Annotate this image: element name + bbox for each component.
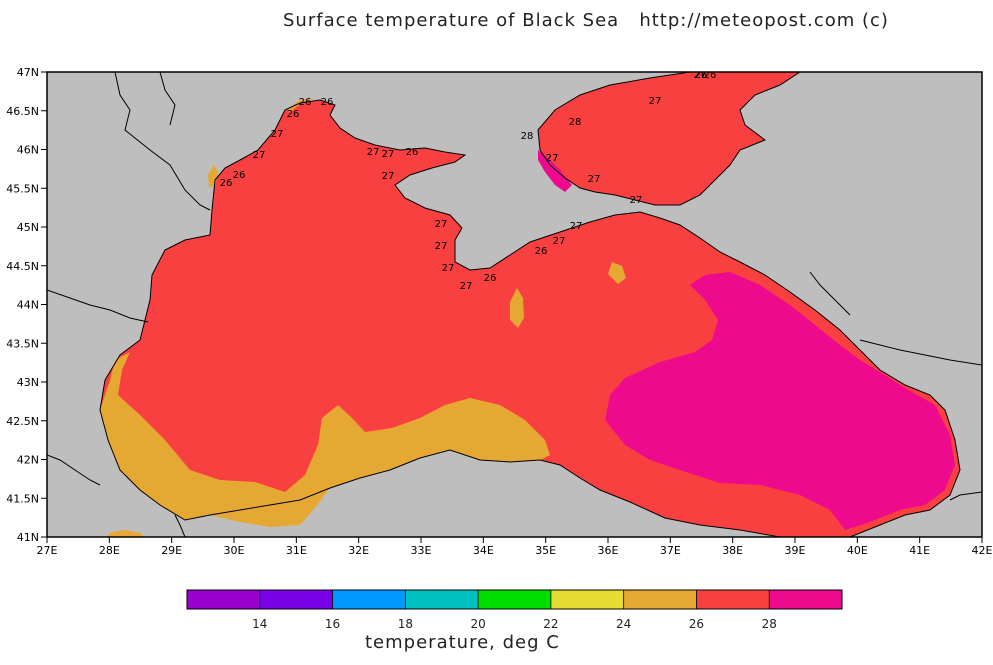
legend-tick-label: 20 — [470, 617, 485, 631]
legend-tick-label: 14 — [252, 617, 267, 631]
contour-label: 26 — [220, 178, 233, 189]
contour-label: 26 — [484, 273, 497, 284]
land-border — [47, 454, 101, 486]
contour-label: 26 — [704, 70, 717, 81]
lon-tick-label: 31E — [286, 544, 307, 557]
lat-tick-label: 43.5N — [6, 337, 39, 350]
legend-tick-label: 24 — [616, 617, 631, 631]
lon-tick-label: 34E — [473, 544, 494, 557]
lat-tick-label: 41N — [17, 531, 39, 544]
contour-label: 26 — [695, 70, 708, 81]
contour-label: 27 — [570, 221, 583, 232]
contour-label: 26 — [287, 109, 300, 120]
map-title: Surface temperature of Black Sea http://… — [283, 10, 889, 31]
blob-24-26-center — [510, 288, 524, 328]
contour-label: 26 — [321, 97, 334, 108]
sea-coastline-south — [99, 179, 781, 537]
land-border — [949, 491, 982, 501]
sea-28-plus-east — [605, 272, 955, 530]
land-border — [159, 72, 176, 126]
legend-swatch — [550, 590, 624, 609]
legend-tick-label: 28 — [762, 617, 777, 631]
coast-24-26-west — [208, 165, 218, 188]
contour-label: 27 — [460, 281, 473, 292]
contour-label: 27 — [588, 174, 601, 185]
contour-label: 27 — [553, 236, 566, 247]
azov-26-28-region — [538, 72, 800, 205]
lon-tick-label: 42E — [972, 544, 993, 557]
lon-tick-label: 38E — [722, 544, 743, 557]
lat-tick-label: 45.5N — [6, 182, 39, 195]
lat-tick-label: 45N — [17, 221, 39, 234]
lat-tick-label: 43N — [17, 376, 39, 389]
lat-tick-label: 47N — [17, 66, 39, 79]
contour-label: 27 — [649, 96, 662, 107]
lon-tick-label: 41E — [909, 544, 930, 557]
legend-tick-label: 26 — [689, 617, 704, 631]
lon-tick-label: 30E — [224, 544, 245, 557]
coast-24-26-northwest — [285, 98, 315, 112]
contour-label: 28 — [569, 117, 582, 128]
contour-label: 27 — [253, 150, 266, 161]
blob-24-26-east — [608, 262, 626, 284]
blob-24-26-bosphorus — [105, 530, 145, 537]
contour-label: 26 — [299, 97, 312, 108]
legend-title: temperature, deg C — [365, 632, 560, 653]
lon-tick-label: 36E — [598, 544, 619, 557]
azov-coastline — [537, 72, 801, 206]
legend-swatch — [405, 590, 479, 609]
lon-tick-label: 28E — [99, 544, 120, 557]
lat-tick-label: 46N — [17, 144, 39, 157]
lon-tick-label: 40E — [847, 544, 868, 557]
lon-tick-label: 39E — [785, 544, 806, 557]
legend-swatch — [187, 590, 260, 609]
contour-label: 27 — [271, 129, 284, 140]
land-border — [809, 271, 851, 316]
legend-swatch — [332, 590, 406, 609]
contour-label: 27 — [382, 171, 395, 182]
lon-tick-label: 35E — [535, 544, 556, 557]
sea-coastline — [214, 99, 961, 537]
land-border — [114, 72, 211, 211]
contour-label: 27 — [435, 241, 448, 252]
lat-tick-label: 46.5N — [6, 105, 39, 118]
legend-frame — [186, 589, 843, 610]
lat-tick-label: 44N — [17, 299, 39, 312]
contour-label: 27 — [435, 219, 448, 230]
contour-label: 27 — [694, 70, 707, 81]
legend-swatch — [696, 590, 770, 609]
contour-label: 26 — [406, 147, 419, 158]
lon-tick-label: 27E — [37, 544, 58, 557]
legend-swatch — [623, 590, 697, 609]
contour-label: 27 — [367, 147, 380, 158]
contour-label: 27 — [382, 149, 395, 160]
legend-swatch — [259, 590, 333, 609]
legend-tick-label: 18 — [398, 617, 413, 631]
contour-label: 27 — [546, 153, 559, 164]
contour-label: 26 — [535, 246, 548, 257]
legend-tick-label: 16 — [325, 617, 340, 631]
land-border — [859, 339, 982, 366]
contour-label: 26 — [233, 170, 246, 181]
lat-tick-label: 42N — [17, 454, 39, 467]
band-24-26-region — [100, 352, 550, 527]
lat-tick-label: 41.5N — [6, 492, 39, 505]
lon-tick-label: 32E — [348, 544, 369, 557]
contour-label: 27 — [442, 263, 455, 274]
legend-tick-label: 22 — [543, 617, 558, 631]
lon-tick-label: 29E — [161, 544, 182, 557]
lon-tick-label: 33E — [411, 544, 432, 557]
legend-swatch — [769, 590, 842, 609]
lon-tick-label: 37E — [660, 544, 681, 557]
contour-label: 27 — [630, 195, 643, 206]
lat-tick-label: 42.5N — [6, 415, 39, 428]
land-border — [47, 289, 149, 323]
legend-swatch — [478, 590, 551, 609]
contour-label: 28 — [521, 131, 534, 142]
land-border — [174, 514, 186, 537]
lat-tick-label: 44.5N — [6, 260, 39, 273]
